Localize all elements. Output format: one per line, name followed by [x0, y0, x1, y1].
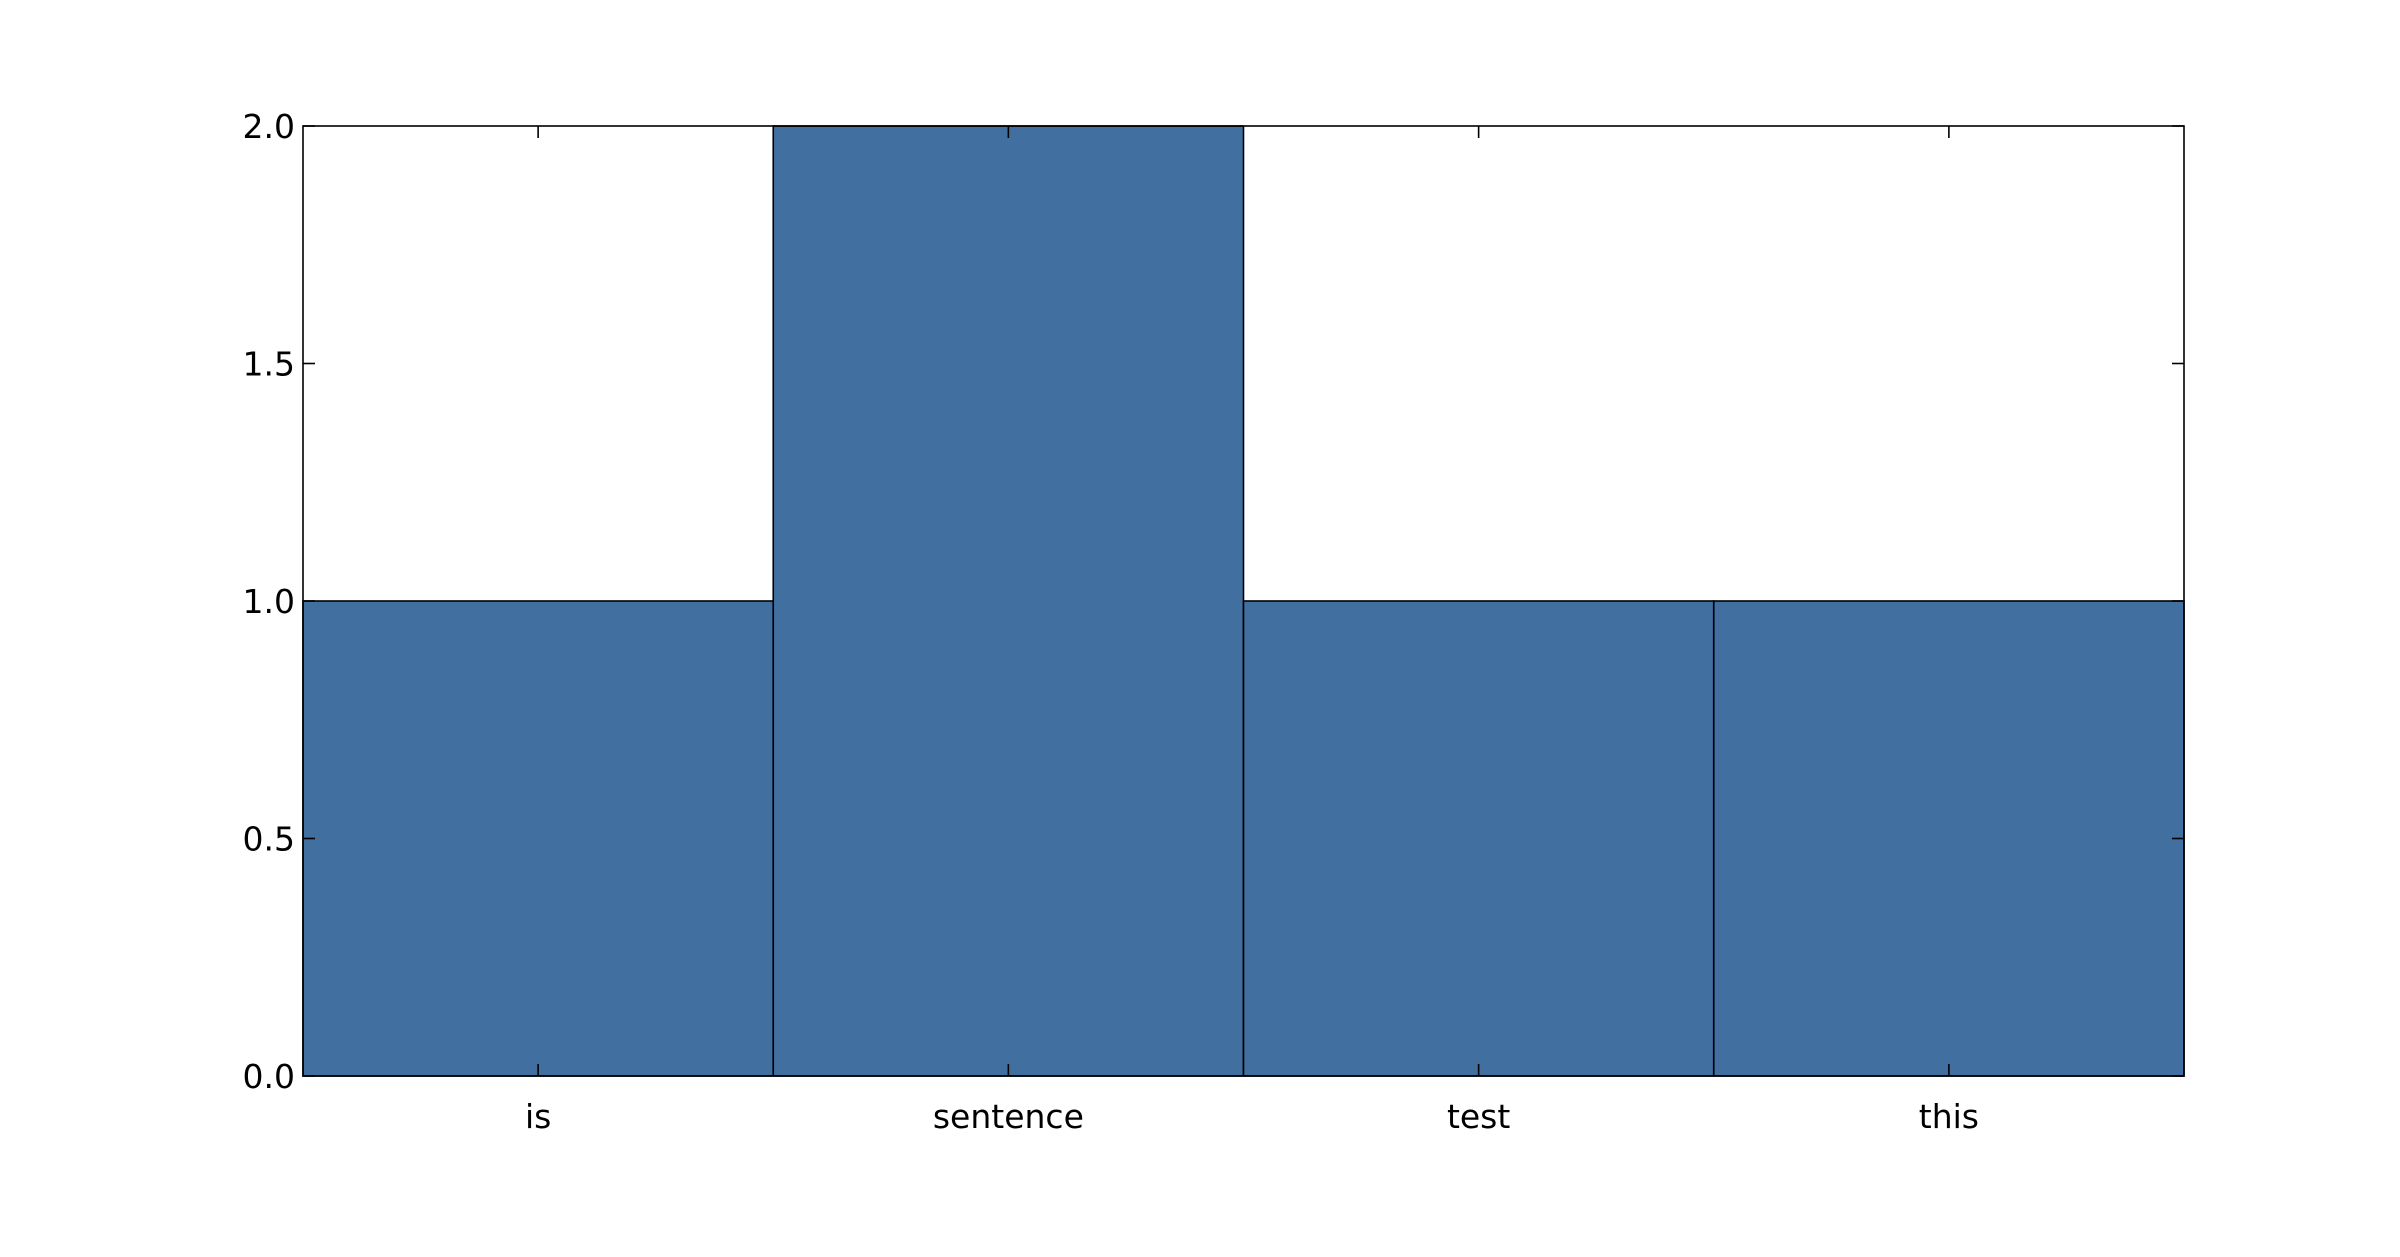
- y-tick-label: 0.0: [243, 1057, 295, 1096]
- labels-layer: 0.0 0.5 1.0 1.5 2.0 is sentence test this: [243, 107, 1979, 1136]
- x-tick-label-is: is: [525, 1097, 551, 1136]
- y-tick-label: 2.0: [243, 107, 295, 146]
- bar-test: [1242, 600, 1715, 1077]
- axes-layer: [302, 125, 2185, 1077]
- y-tick-label: 0.5: [243, 820, 295, 859]
- x-tick-label-this: this: [1919, 1097, 1979, 1136]
- y-tick-label: 1.0: [243, 582, 295, 621]
- bar-sentence: [772, 125, 1245, 1077]
- bar-this: [1712, 600, 2185, 1077]
- x-tick-label-sentence: sentence: [933, 1097, 1084, 1136]
- x-tick-label-test: test: [1447, 1097, 1510, 1136]
- bar-is: [302, 600, 775, 1077]
- bars-layer: [302, 125, 2185, 1077]
- y-tick-label: 1.5: [243, 345, 295, 384]
